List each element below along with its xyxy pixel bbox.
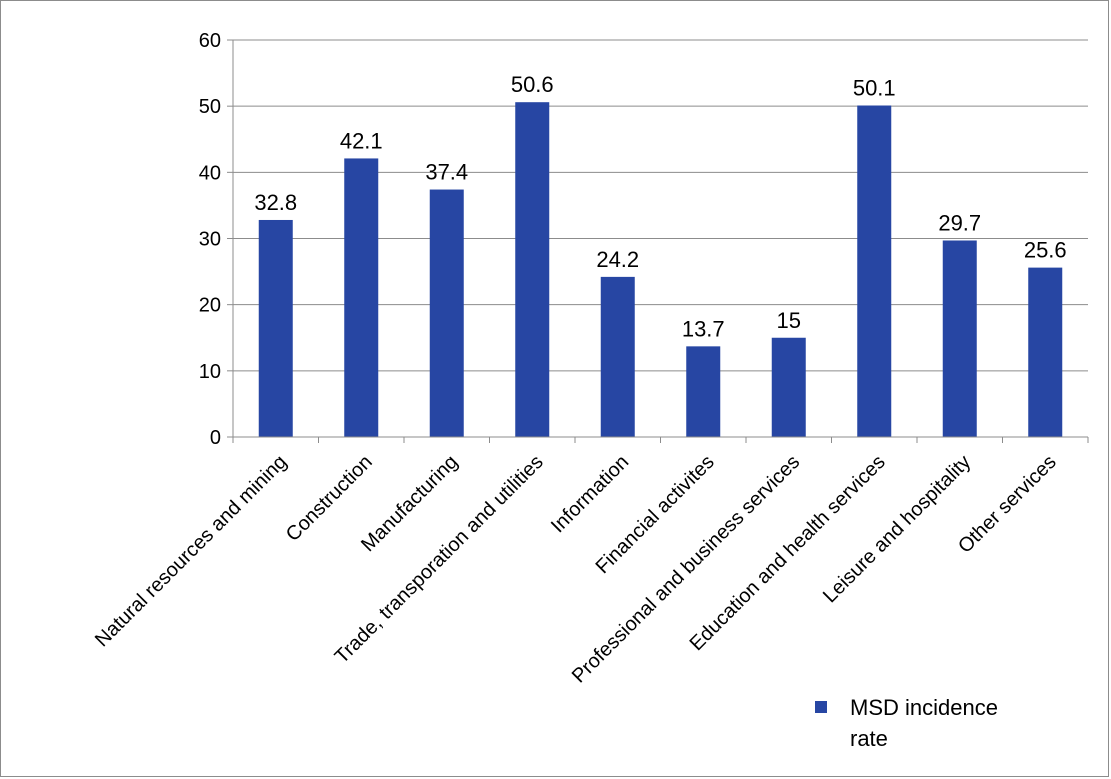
y-tick-labels: 0 10 20 30 40 50 60 [199,30,221,449]
y-tick-label: 40 [199,162,221,184]
data-label: 50.6 [511,72,554,97]
data-label: 32.8 [254,190,297,215]
y-tick-label: 60 [199,30,221,52]
data-label: 29.7 [938,210,981,235]
legend-label-line-1: MSD incidence [850,695,998,720]
bar [857,105,892,437]
bar [344,158,379,437]
category-label: Natural resources and mining [91,451,291,651]
axes [227,39,1089,443]
bars [258,102,1063,438]
y-tick-label: 50 [199,96,221,118]
data-label: 15 [777,308,801,333]
x-category-labels: Natural resources and miningConstruction… [91,451,1061,687]
bar [942,240,977,437]
y-tick-label: 10 [199,361,221,383]
data-label: 50.1 [853,76,896,101]
category-label: Construction [282,451,377,546]
data-label: 13.7 [682,316,725,341]
category-label: Information [547,451,633,537]
bar [515,102,550,438]
y-tick-label: 30 [199,229,221,251]
legend: MSD incidence rate [815,695,998,751]
y-tick-label: 0 [210,427,221,449]
y-tick-label: 20 [199,295,221,317]
data-label: 37.4 [425,160,468,185]
data-label: 25.6 [1024,238,1067,263]
bar [429,189,464,437]
category-label: Leisure and hospitality [819,451,975,607]
bar [771,337,806,437]
bar [686,346,721,437]
bar [258,219,293,437]
bar [1028,267,1063,437]
legend-label-line-2: rate [850,726,888,751]
bar [600,276,635,437]
data-labels: 32.8 42.1 37.4 50.6 24.2 13.7 15 50.1 29.7 25.6 [254,72,1066,341]
data-label: 42.1 [340,128,383,153]
data-label: 24.2 [596,247,639,272]
legend-swatch [815,701,827,713]
